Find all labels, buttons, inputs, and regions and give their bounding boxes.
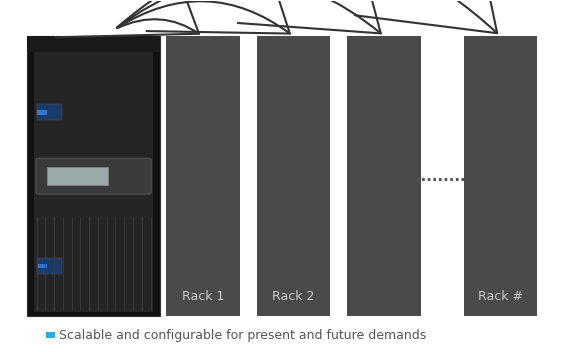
FancyArrowPatch shape [117, 0, 290, 33]
Bar [47, 167, 108, 186]
Text: Rack 2: Rack 2 [272, 290, 315, 303]
Text: .........: ......... [416, 169, 466, 183]
Text: Scalable and configurable for present and future demands: Scalable and configurable for present an… [59, 329, 426, 342]
Bar [34, 40, 153, 312]
FancyArrowPatch shape [117, 0, 497, 33]
FancyBboxPatch shape [36, 158, 151, 194]
Bar [256, 36, 331, 316]
Bar [37, 264, 47, 268]
Bar [36, 105, 62, 120]
FancyArrowPatch shape [117, 0, 381, 33]
Bar [27, 36, 160, 52]
Bar [347, 36, 421, 316]
Bar [37, 110, 47, 114]
Text: Rack 1: Rack 1 [182, 290, 224, 303]
Bar [27, 36, 160, 316]
Bar [463, 36, 538, 316]
Bar [46, 332, 55, 338]
FancyArrowPatch shape [56, 0, 199, 37]
Bar [166, 36, 239, 316]
Bar [36, 258, 62, 274]
Text: Rack #: Rack # [478, 290, 523, 303]
